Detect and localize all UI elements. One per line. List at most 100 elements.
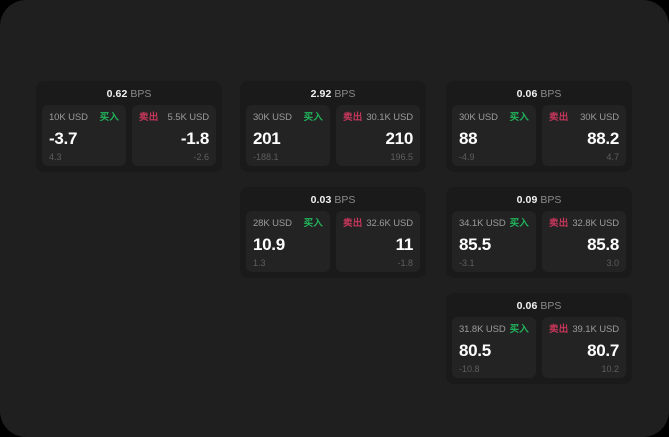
sell-price: 11: [395, 235, 414, 254]
buy-size-label: 30K USD: [459, 112, 498, 123]
card-panels: 30K USD 买入 88 -4.9 卖出 30K USD 88.2 4.7: [452, 105, 626, 166]
bps-value: 0.09: [516, 194, 538, 206]
buy-delta: -4.9: [459, 152, 475, 162]
sell-side-label: 卖出: [549, 218, 569, 229]
sell-panel-header: 卖出 30K USD: [549, 111, 619, 125]
sell-size-label: 5.5K USD: [167, 112, 210, 123]
sell-panel[interactable]: 卖出 30.1K USD 210 196.5: [336, 105, 420, 166]
buy-size-label: 28K USD: [253, 218, 292, 229]
sell-price: -1.8: [180, 129, 209, 148]
bps-value: 0.06: [516, 88, 538, 100]
sell-size-label: 30.1K USD: [366, 112, 413, 123]
buy-side-label: 买入: [303, 218, 323, 229]
card-panels: 10K USD 买入 -3.7 4.3 卖出 5.5K USD -1.8 -2.…: [42, 105, 216, 166]
card-header: 0.06 BPS: [446, 81, 632, 105]
buy-side-label: 买入: [509, 112, 529, 123]
sell-price: 80.7: [587, 341, 619, 360]
card-header: 0.62 BPS: [36, 81, 222, 105]
sell-panel-header: 卖出 32.8K USD: [549, 217, 619, 231]
sell-side-label: 卖出: [549, 112, 569, 123]
sell-side-label: 卖出: [343, 112, 363, 123]
buy-price: -3.7: [49, 129, 78, 148]
bps-value: 2.92: [310, 88, 332, 100]
sell-delta: -1.8: [397, 258, 413, 268]
sell-side-label: 卖出: [343, 218, 363, 229]
buy-panel[interactable]: 30K USD 买入 201 -188.1: [246, 105, 330, 166]
sell-price: 88.2: [587, 129, 619, 148]
buy-panel[interactable]: 30K USD 买入 88 -4.9: [452, 105, 536, 166]
sell-size-label: 30K USD: [580, 112, 619, 123]
buy-panel[interactable]: 10K USD 买入 -3.7 4.3: [42, 105, 126, 166]
sell-size-label: 32.8K USD: [572, 218, 619, 229]
buy-panel[interactable]: 34.1K USD 买入 85.5 -3.1: [452, 211, 536, 272]
sell-size-label: 39.1K USD: [572, 324, 619, 335]
sell-side-label: 卖出: [139, 112, 159, 123]
buy-delta: 1.3: [253, 258, 266, 268]
sell-panel-header: 卖出 5.5K USD: [139, 111, 209, 125]
spread-card[interactable]: 2.92 BPS 30K USD 买入 201 -188.1 卖出: [240, 81, 426, 172]
buy-price: 80.5: [459, 341, 491, 360]
bps-value: 0.06: [516, 300, 538, 312]
sell-delta: 4.7: [606, 152, 619, 162]
sell-delta: -2.6: [193, 152, 209, 162]
sell-panel[interactable]: 卖出 32.8K USD 85.8 3.0: [542, 211, 626, 272]
spread-card[interactable]: 0.06 BPS 30K USD 买入 88 -4.9 卖出: [446, 81, 632, 172]
spread-card[interactable]: 0.09 BPS 34.1K USD 买入 85.5 -3.1 卖出: [446, 187, 632, 278]
buy-price: 85.5: [459, 235, 491, 254]
sell-delta: 196.5: [390, 152, 413, 162]
spread-card-board: 0.62 BPS 10K USD 买入 -3.7 4.3 卖出: [36, 81, 634, 386]
buy-side-label: 买入: [509, 324, 529, 335]
buy-panel[interactable]: 31.8K USD 买入 80.5 -10.8: [452, 317, 536, 378]
card-panels: 34.1K USD 买入 85.5 -3.1 卖出 32.8K USD 85.8…: [452, 211, 626, 272]
sell-panel[interactable]: 卖出 5.5K USD -1.8 -2.6: [132, 105, 216, 166]
bps-value: 0.62: [106, 88, 128, 100]
buy-delta: 4.3: [49, 152, 62, 162]
buy-delta: -188.1: [253, 152, 279, 162]
sell-panel[interactable]: 卖出 39.1K USD 80.7 10.2: [542, 317, 626, 378]
buy-size-label: 30K USD: [253, 112, 292, 123]
sell-panel-header: 卖出 39.1K USD: [549, 323, 619, 337]
buy-side-label: 买入: [303, 112, 323, 123]
buy-delta: -10.8: [459, 364, 480, 374]
spread-card[interactable]: 0.62 BPS 10K USD 买入 -3.7 4.3 卖出: [36, 81, 222, 172]
buy-panel[interactable]: 28K USD 买入 10.9 1.3: [246, 211, 330, 272]
sell-delta: 3.0: [606, 258, 619, 268]
bps-unit: BPS: [334, 194, 356, 206]
sell-panel[interactable]: 卖出 32.6K USD 11 -1.8: [336, 211, 420, 272]
sell-panel[interactable]: 卖出 30K USD 88.2 4.7: [542, 105, 626, 166]
card-panels: 31.8K USD 买入 80.5 -10.8 卖出 39.1K USD 80.…: [452, 317, 626, 378]
card-panels: 28K USD 买入 10.9 1.3 卖出 32.6K USD 11 -1.8: [246, 211, 420, 272]
buy-price: 88: [459, 129, 478, 148]
bps-unit: BPS: [334, 88, 356, 100]
bps-unit: BPS: [540, 194, 562, 206]
bps-unit: BPS: [540, 300, 562, 312]
spread-card[interactable]: 0.06 BPS 31.8K USD 买入 80.5 -10.8 卖出: [446, 293, 632, 384]
sell-delta: 10.2: [601, 364, 619, 374]
sell-panel-header: 卖出 30.1K USD: [343, 111, 413, 125]
buy-panel-header: 10K USD 买入: [49, 111, 119, 125]
sell-panel-header: 卖出 32.6K USD: [343, 217, 413, 231]
spread-card[interactable]: 0.03 BPS 28K USD 买入 10.9 1.3 卖出: [240, 187, 426, 278]
buy-size-label: 34.1K USD: [459, 218, 506, 229]
buy-size-label: 31.8K USD: [459, 324, 506, 335]
card-header: 0.09 BPS: [446, 187, 632, 211]
card-panels: 30K USD 买入 201 -188.1 卖出 30.1K USD 210 1…: [246, 105, 420, 166]
buy-delta: -3.1: [459, 258, 475, 268]
sell-side-label: 卖出: [549, 324, 569, 335]
buy-side-label: 买入: [99, 112, 119, 123]
buy-price: 201: [253, 129, 281, 148]
buy-price: 10.9: [253, 235, 285, 254]
card-header: 0.03 BPS: [240, 187, 426, 211]
card-header: 2.92 BPS: [240, 81, 426, 105]
card-header: 0.06 BPS: [446, 293, 632, 317]
sell-price: 85.8: [587, 235, 619, 254]
buy-panel-header: 28K USD 买入: [253, 217, 323, 231]
bps-unit: BPS: [540, 88, 562, 100]
buy-panel-header: 31.8K USD 买入: [459, 323, 529, 337]
buy-panel-header: 30K USD 买入: [253, 111, 323, 125]
buy-panel-header: 30K USD 买入: [459, 111, 529, 125]
bps-value: 0.03: [310, 194, 332, 206]
buy-side-label: 买入: [509, 218, 529, 229]
sell-size-label: 32.6K USD: [366, 218, 413, 229]
